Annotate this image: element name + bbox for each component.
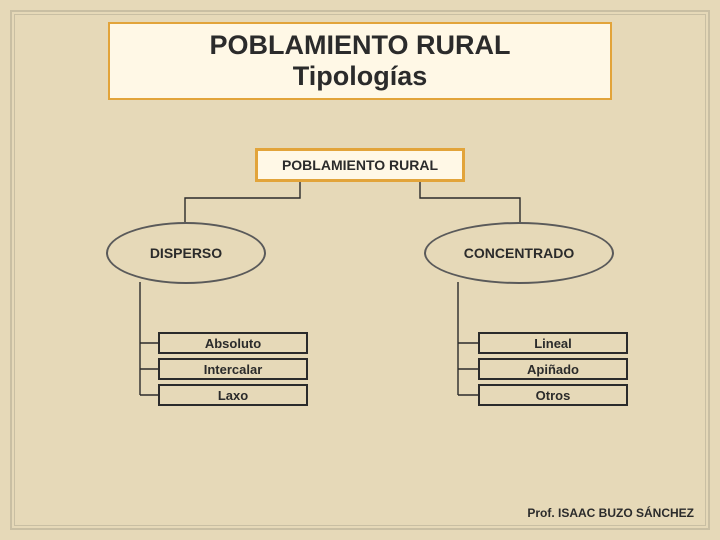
root-label: POBLAMIENTO RURAL	[282, 157, 438, 173]
leaf-otros: Otros	[478, 384, 628, 406]
leaf-laxo-label: Laxo	[218, 388, 248, 403]
title-line1: POBLAMIENTO RURAL	[210, 30, 511, 61]
leaf-absoluto: Absoluto	[158, 332, 308, 354]
footer-text: Prof. ISAAC BUZO SÁNCHEZ	[527, 506, 694, 520]
footer-author: Prof. ISAAC BUZO SÁNCHEZ	[527, 506, 694, 520]
leaf-lineal: Lineal	[478, 332, 628, 354]
leaf-lineal-label: Lineal	[534, 336, 572, 351]
leaf-laxo: Laxo	[158, 384, 308, 406]
branch-disperso-label: DISPERSO	[150, 245, 222, 261]
leaf-absoluto-label: Absoluto	[205, 336, 261, 351]
branch-concentrado-label: CONCENTRADO	[464, 245, 574, 261]
branch-concentrado: CONCENTRADO	[424, 222, 614, 284]
branch-disperso: DISPERSO	[106, 222, 266, 284]
slide-background: POBLAMIENTO RURAL Tipologías POBLAMIENTO…	[0, 0, 720, 540]
leaf-apinado: Apiñado	[478, 358, 628, 380]
diagram-root: POBLAMIENTO RURAL	[255, 148, 465, 182]
leaf-otros-label: Otros	[536, 388, 571, 403]
leaf-intercalar: Intercalar	[158, 358, 308, 380]
leaf-apinado-label: Apiñado	[527, 362, 579, 377]
title-line2: Tipologías	[293, 61, 428, 92]
leaf-intercalar-label: Intercalar	[204, 362, 263, 377]
slide-title: POBLAMIENTO RURAL Tipologías	[108, 22, 612, 100]
